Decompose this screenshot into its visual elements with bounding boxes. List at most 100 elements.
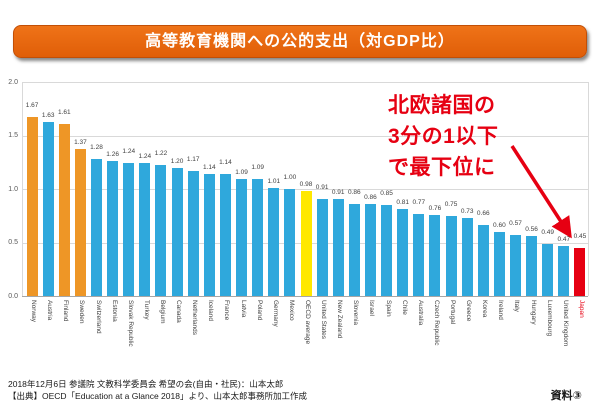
bar-value-label: 0.81: [396, 199, 409, 207]
bar: [268, 187, 280, 296]
footer: 2018年12月6日 参議院 文教科学委員会 希望の会(自由・社民)：山本太郎 …: [8, 378, 307, 403]
bar-value-label: 1.22: [154, 150, 168, 158]
bar-value-label: 0.86: [364, 193, 377, 201]
bar-value-label: 1.14: [219, 159, 232, 167]
bar-value-label: 1.17: [186, 155, 200, 163]
bar: [445, 215, 457, 296]
bar-category-label: Turkey: [142, 300, 150, 320]
bar-category-label: Netherlands: [191, 300, 199, 336]
bar-value-label: 1.09: [235, 169, 248, 177]
bar: [558, 245, 570, 296]
bar-value-label: 1.01: [267, 177, 281, 185]
bar-category-label: Latvia: [239, 300, 247, 318]
bar: [413, 213, 425, 296]
doc-label: 資料③: [550, 390, 582, 402]
bar-value-label: 0.76: [428, 204, 442, 212]
bar-category-label: New Zealand: [336, 300, 344, 339]
bar-value-label: 0.77: [412, 198, 426, 206]
bar: [429, 214, 441, 296]
bar: [493, 231, 505, 296]
gridline: [22, 296, 588, 297]
page-title: 高等教育機関への公的支出（対GDP比）: [145, 32, 455, 50]
bar-category-label: United Kingdom: [561, 300, 569, 347]
bar: [171, 167, 183, 296]
bar-value-label: 0.91: [315, 183, 329, 191]
footer-source-line1: 2018年12月6日 参議院 文教科学委員会 希望の会(自由・社民)：山本太郎: [8, 379, 284, 389]
bar-category-label: Slovenia: [352, 300, 360, 325]
bar-value-label: 0.45: [573, 232, 587, 240]
bar-category-label: France: [223, 300, 231, 321]
bar-category-label: Germany: [271, 300, 279, 327]
bar-category-label: Ireland: [497, 300, 505, 320]
plot-right-border: [588, 82, 589, 296]
bar-value-label: 1.09: [251, 164, 264, 172]
bar: [397, 209, 409, 296]
bar-category-label: Japan: [577, 300, 585, 318]
bar: [91, 159, 102, 296]
bar: [203, 174, 215, 296]
title-banner: 高等教育機関への公的支出（対GDP比）: [13, 25, 587, 58]
bar-category-label: Mexico: [287, 300, 295, 321]
bar-category-label: Israel: [368, 300, 376, 316]
gridline: [22, 135, 588, 137]
bar: [187, 170, 199, 296]
bar-value-label: 0.75: [444, 200, 458, 208]
bar: [155, 165, 167, 296]
footer-source-line2: 【出典】OECD「Education at a Glance 2018」より、山…: [8, 391, 307, 402]
bar-value-label: 1.61: [57, 108, 71, 116]
bar-value-label: 0.86: [348, 188, 361, 196]
bar-category-label: Sweden: [78, 300, 86, 324]
bar-value-label: 1.28: [90, 144, 103, 152]
bar: [107, 161, 119, 296]
bar: [42, 121, 54, 296]
bar: [574, 247, 586, 296]
bar-category-label: Korea: [481, 300, 489, 318]
bar-value-label: 0.85: [380, 190, 393, 198]
bar-category-label: Iceland: [207, 300, 215, 321]
gridline: [22, 189, 588, 190]
bar-category-label: Slovak Republic: [126, 300, 134, 347]
bar-category-label: Austria: [46, 300, 54, 321]
bar: [348, 203, 360, 296]
y-axis-tick-label: 0.5: [8, 239, 18, 246]
bar-category-label: Estonia: [110, 300, 118, 322]
bar-value-label: 0.98: [299, 181, 313, 189]
bar: [139, 163, 151, 296]
bar-category-label: Greece: [465, 300, 473, 322]
y-axis-tick-label: 1.0: [8, 185, 18, 193]
gridline: [22, 82, 588, 83]
bar: [284, 189, 296, 296]
bar: [236, 179, 248, 296]
y-axis-tick-label: 1.5: [8, 132, 18, 139]
bar-category-label: Canada: [175, 300, 183, 323]
bar-category-label: Italy: [513, 300, 521, 312]
bar-value-label: 0.60: [493, 221, 506, 229]
bar: [74, 149, 86, 296]
bar: [252, 179, 264, 296]
bar-value-label: 1.24: [122, 148, 136, 156]
y-axis-tick-label: 0.0: [8, 292, 18, 300]
bar-category-label: Finland: [62, 300, 70, 322]
bar-value-label: 0.47: [557, 235, 571, 243]
bar-category-label: Belgium: [158, 300, 166, 324]
bar-value-label: 0.91: [331, 188, 345, 196]
bar: [332, 198, 344, 296]
bar: [461, 217, 473, 296]
bar-value-label: 1.63: [41, 111, 55, 119]
bar-category-label: Chile: [400, 300, 408, 315]
annotation-text: 北欧諸国の 3分の1以下 で最下位に: [388, 94, 499, 180]
bar-category-label: Portugal: [449, 300, 457, 325]
bar-value-label: 1.67: [25, 102, 39, 110]
bar-category-label: Switzerland: [94, 300, 102, 334]
bar: [542, 243, 554, 296]
bar-value-label: 1.37: [74, 139, 87, 147]
bar-value-label: 1.00: [283, 174, 297, 181]
bar: [477, 225, 489, 296]
bar: [26, 117, 38, 296]
bar-category-label: Australia: [416, 300, 424, 326]
bar-category-label: Poland: [255, 300, 263, 321]
bar-category-label: OECD average: [304, 300, 311, 345]
bar-value-label: 1.26: [106, 151, 119, 159]
y-axis-line: [22, 82, 23, 296]
